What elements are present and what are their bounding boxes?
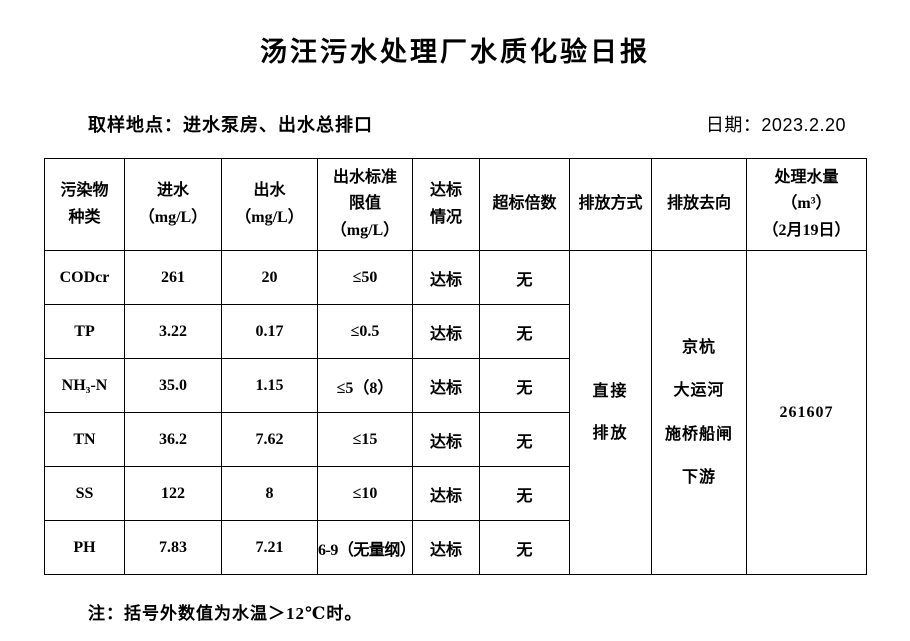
col-header-discharge-method: 排放方式 — [569, 158, 652, 251]
table-row-nh3n: NH₃-N 35.0 1.15 ≤5（8） 达标 无 — [44, 358, 867, 413]
cell-exceed: 无 — [479, 520, 570, 575]
col-header-exceed-ratio: 超标倍数 — [479, 158, 570, 251]
cell-discharge-method: 直接 排放 — [569, 250, 652, 575]
cell-limit: ≤50 — [317, 250, 413, 305]
col-header-discharge-destination: 排放去向 — [651, 158, 747, 251]
cell-effluent: 8 — [221, 466, 318, 521]
footnote: 注：括号外数值为水温＞12℃时。 — [88, 604, 363, 623]
cell-effluent: 7.21 — [221, 520, 318, 575]
cell-compliance: 达标 — [412, 520, 480, 575]
cell-pollutant: TP — [44, 304, 125, 359]
cell-effluent: 20 — [221, 250, 318, 305]
cell-exceed: 无 — [479, 250, 570, 305]
cell-influent: 3.22 — [124, 304, 222, 359]
cell-influent: 35.0 — [124, 358, 222, 413]
cell-exceed: 无 — [479, 412, 570, 467]
cell-pollutant: NH₃-N — [44, 358, 125, 413]
col-header-pollutant: 污染物 种类 — [44, 158, 125, 251]
cell-limit: ≤15 — [317, 412, 413, 467]
cell-limit: 6-9（无量纲） — [317, 520, 413, 575]
cell-discharge-destination: 京杭 大运河 施桥船闸 下游 — [651, 250, 747, 575]
col-header-compliance: 达标 情况 — [412, 158, 480, 251]
table-row-codcr: CODcr 261 20 ≤50 达标 无 直接 排放 京杭 大运河 施桥船闸 … — [44, 250, 867, 575]
meta-row: 取样地点：进水泵房、出水总排口 日期：2023.2.20 — [0, 111, 910, 137]
cell-limit: ≤10 — [317, 466, 413, 521]
cell-compliance: 达标 — [412, 412, 480, 467]
header-row: 污染物 种类 进水 （mg/L） 出水 （mg/L） 出水标准 限值 （mg/L… — [44, 158, 867, 251]
table-row-tn: TN 36.2 7.62 ≤15 达标 无 — [44, 412, 867, 467]
date-label: 日期：2023.2.20 — [705, 115, 846, 135]
cell-effluent: 0.17 — [221, 304, 318, 359]
col-header-limit: 出水标准 限值 （mg/L） — [317, 158, 413, 251]
sampling-point-label: 取样地点：进水泵房、出水总排口 — [88, 115, 373, 135]
table-header: 污染物 种类 进水 （mg/L） 出水 （mg/L） 出水标准 限值 （mg/L… — [44, 158, 867, 251]
table-row-tp: TP 3.22 0.17 ≤0.5 达标 无 — [44, 304, 867, 359]
cell-compliance: 达标 — [412, 304, 480, 359]
col-header-influent: 进水 （mg/L） — [124, 158, 222, 251]
cell-influent: 261 — [124, 250, 222, 305]
table-row-ph: PH 7.83 7.21 6-9（无量纲） 达标 无 — [44, 520, 867, 575]
cell-effluent: 1.15 — [221, 358, 318, 413]
cell-influent: 36.2 — [124, 412, 222, 467]
page-title: 汤汪污水处理厂水质化验日报 — [260, 37, 650, 67]
col-header-effluent: 出水 （mg/L） — [221, 158, 318, 251]
cell-pollutant: CODcr — [44, 250, 125, 305]
cell-influent: 7.83 — [124, 520, 222, 575]
cell-compliance: 达标 — [412, 466, 480, 521]
cell-limit: ≤0.5 — [317, 304, 413, 359]
water-quality-table: 污染物 种类 进水 （mg/L） 出水 （mg/L） 出水标准 限值 （mg/L… — [44, 158, 867, 575]
cell-compliance: 达标 — [412, 358, 480, 413]
cell-compliance: 达标 — [412, 250, 480, 305]
cell-treated-volume: 261607 — [746, 250, 867, 575]
cell-influent: 122 — [124, 466, 222, 521]
cell-pollutant: PH — [44, 520, 125, 575]
col-header-treated-volume: 处理水量 （m³） （2月19日） — [746, 158, 867, 251]
cell-pollutant: SS — [44, 466, 125, 521]
cell-pollutant: TN — [44, 412, 125, 467]
table-row-ss: SS 122 8 ≤10 达标 无 — [44, 466, 867, 521]
cell-exceed: 无 — [479, 358, 570, 413]
cell-exceed: 无 — [479, 466, 570, 521]
cell-effluent: 7.62 — [221, 412, 318, 467]
cell-exceed: 无 — [479, 304, 570, 359]
cell-limit: ≤5（8） — [317, 358, 413, 413]
table-body: CODcr 261 20 ≤50 达标 无 直接 排放 京杭 大运河 施桥船闸 … — [44, 250, 867, 575]
